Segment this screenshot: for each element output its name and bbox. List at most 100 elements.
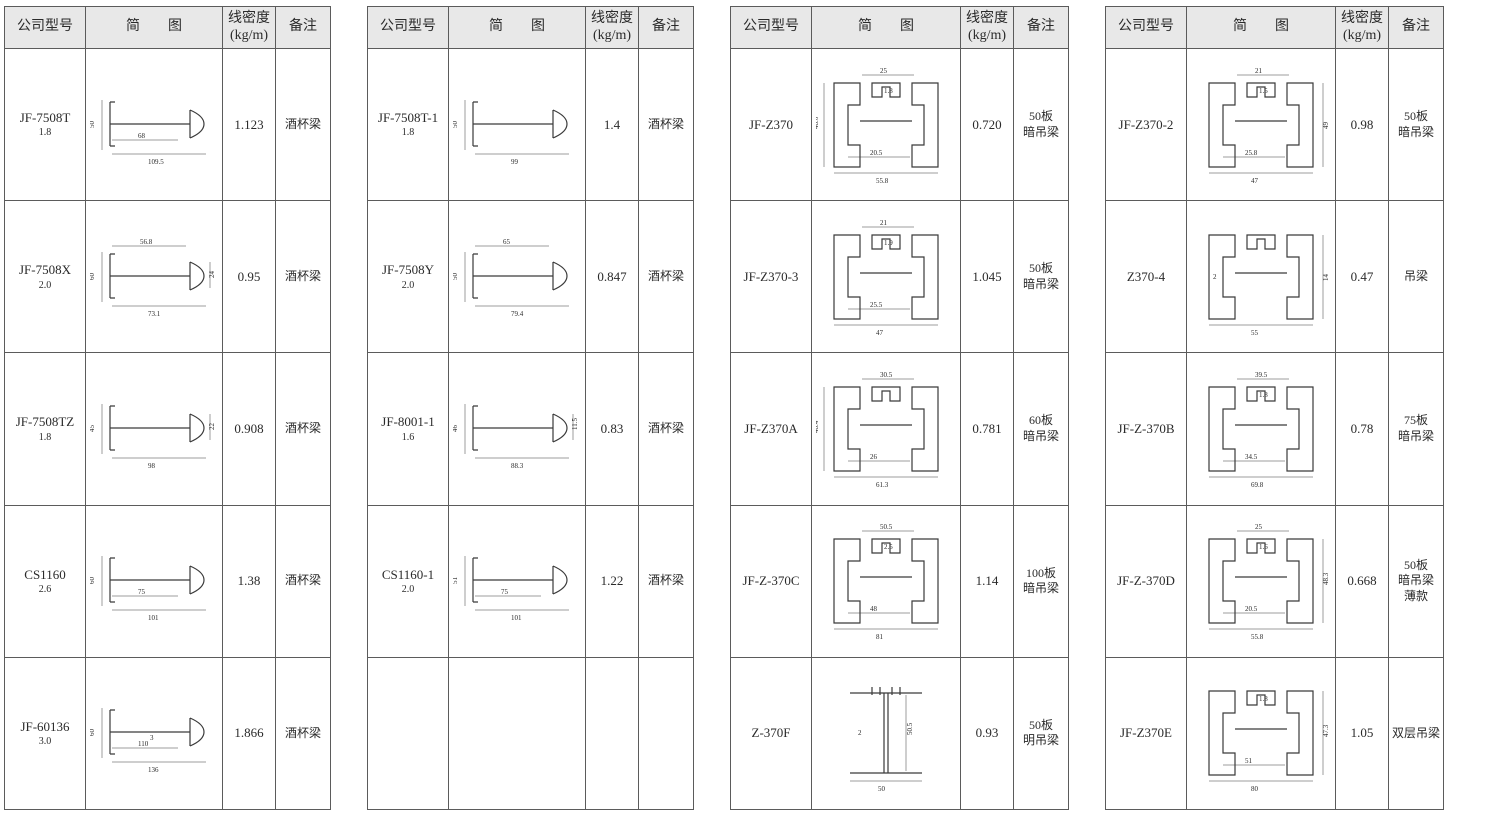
model-cell: JF-Z370 — [731, 49, 812, 201]
svg-text:47.3: 47.3 — [1322, 725, 1330, 738]
svg-text:50: 50 — [90, 120, 96, 128]
svg-text:101: 101 — [511, 614, 522, 622]
density-cell: 1.38 — [223, 505, 276, 657]
note-cell: 50板暗吊梁薄款 — [1389, 505, 1444, 657]
svg-text:99: 99 — [511, 158, 519, 166]
density-cell: 0.668 — [1336, 505, 1389, 657]
svg-text:25: 25 — [1255, 523, 1263, 531]
model-cell: JF-Z370E — [1106, 657, 1187, 809]
sketch-cell: 47.31.85180 — [1187, 657, 1336, 809]
spec-table-0: 公司型号 简 图 线密度 (kg/m) 备注 JF-7508T 1.8 5068… — [4, 6, 331, 810]
density-cell: 0.78 — [1336, 353, 1389, 505]
profile-sketch: 21 1.9 25.5 47 — [812, 217, 960, 337]
density-cell: 0.847 — [586, 201, 639, 353]
note-cell: 酒杯梁 — [276, 201, 331, 353]
profile-sketch: 47.31.85180 — [1187, 673, 1335, 793]
table-row: JF-7508T-1 1.8 5099 1.4 酒杯梁 — [368, 49, 694, 201]
model-cell: Z370-4 — [1106, 201, 1187, 353]
note-cell: 50板暗吊梁 — [1389, 49, 1444, 201]
model-cell: JF-Z370-2 — [1106, 49, 1187, 201]
svg-text:55: 55 — [1251, 329, 1259, 337]
svg-text:47: 47 — [876, 329, 884, 337]
col-header-density: 线密度 (kg/m) — [223, 7, 276, 49]
sketch-cell: 5175101 — [449, 505, 586, 657]
model-cell: JF-7508Y 2.0 — [368, 201, 449, 353]
sketch-cell: 48.430.52661.3 — [812, 353, 961, 505]
note-cell: 双层吊梁 — [1389, 657, 1444, 809]
note-cell: 酒杯梁 — [276, 657, 331, 809]
sketch-cell: 5068109.5 — [86, 49, 223, 201]
model-cell: JF-7508T 1.8 — [5, 49, 86, 201]
model-cell: JF-7508TZ 1.8 — [5, 353, 86, 505]
table-row: JF-Z370-2 49211.525.847 0.98 50板暗吊梁 — [1106, 49, 1444, 201]
col-header-model: 公司型号 — [1106, 7, 1187, 49]
model-cell: JF-8001-1 1.6 — [368, 353, 449, 505]
table-row: JF-Z370 48.6251.820.555.8 0.720 50板暗吊梁 — [731, 49, 1069, 201]
svg-text:50: 50 — [453, 120, 459, 128]
profile-sketch: 48.430.52661.3 — [812, 369, 960, 489]
note-cell: 酒杯梁 — [276, 49, 331, 201]
svg-text:79.4: 79.4 — [511, 310, 524, 318]
profile-sketch: 50 99 — [449, 80, 585, 170]
col-header-sketch: 简 图 — [812, 7, 961, 49]
svg-text:30.5: 30.5 — [880, 371, 893, 379]
model-cell: JF-Z370-3 — [731, 201, 812, 353]
note-cell: 50板明吊梁 — [1014, 657, 1069, 809]
model-cell: Z-370F — [731, 657, 812, 809]
table-row: Z-370F 50.5502 0.93 50板明吊梁 — [731, 657, 1069, 809]
svg-text:39.5: 39.5 — [1255, 371, 1268, 379]
svg-text:3: 3 — [150, 734, 154, 742]
table-row: CS1160 2.6 6075101 1.38 酒杯梁 — [5, 505, 331, 657]
svg-text:81: 81 — [876, 633, 884, 641]
density-cell: 0.908 — [223, 353, 276, 505]
svg-text:1.9: 1.9 — [884, 239, 893, 247]
table-row: JF-Z370-3 211.925.547 1.045 50板暗吊梁 — [731, 201, 1069, 353]
col-header-note: 备注 — [276, 7, 331, 49]
col-header-model: 公司型号 — [731, 7, 812, 49]
svg-text:60: 60 — [90, 729, 96, 737]
svg-text:50.5: 50.5 — [906, 723, 914, 736]
col-header-sketch: 简 图 — [449, 7, 586, 49]
svg-text:21: 21 — [880, 219, 888, 227]
svg-text:25: 25 — [880, 67, 888, 75]
table-row: JF-Z370A 48.430.52661.3 0.781 60板暗吊梁 — [731, 353, 1069, 505]
model-cell: JF-7508T-1 1.8 — [368, 49, 449, 201]
col-header-note: 备注 — [1389, 7, 1444, 49]
svg-text:110: 110 — [138, 740, 149, 748]
density-cell: 0.781 — [961, 353, 1014, 505]
note-cell: 75板暗吊梁 — [1389, 353, 1444, 505]
note-cell — [639, 657, 694, 809]
note-cell: 酒杯梁 — [639, 49, 694, 201]
density-cell — [586, 657, 639, 809]
model-cell: JF-Z-370B — [1106, 353, 1187, 505]
density-cell: 0.95 — [223, 201, 276, 353]
table-row: JF-Z-370D 48.3251.620.555.8 0.668 50板暗吊梁… — [1106, 505, 1444, 657]
svg-text:2: 2 — [1213, 273, 1217, 281]
svg-text:61.3: 61.3 — [876, 481, 889, 489]
model-cell: CS1160 2.6 — [5, 505, 86, 657]
svg-text:48.6: 48.6 — [816, 116, 820, 129]
sketch-cell: 14552 — [1187, 201, 1336, 353]
svg-text:60: 60 — [90, 272, 96, 280]
sketch-cell: 506579.4 — [449, 201, 586, 353]
svg-text:50: 50 — [453, 272, 459, 280]
model-cell — [368, 657, 449, 809]
svg-text:25.5: 25.5 — [870, 301, 883, 309]
svg-text:46: 46 — [453, 425, 459, 433]
note-cell: 100板暗吊梁 — [1014, 505, 1069, 657]
svg-text:51: 51 — [1245, 757, 1253, 765]
svg-text:55.8: 55.8 — [1251, 633, 1264, 641]
svg-text:48: 48 — [870, 605, 878, 613]
col-header-model: 公司型号 — [368, 7, 449, 49]
density-cell: 1.866 — [223, 657, 276, 809]
note-cell: 吊梁 — [1389, 201, 1444, 353]
svg-text:75: 75 — [138, 588, 146, 596]
svg-text:47: 47 — [1251, 177, 1259, 185]
svg-text:48.4: 48.4 — [816, 420, 820, 433]
profile-sketch: 6056.873.124 — [86, 232, 222, 322]
svg-text:1.6: 1.6 — [1259, 543, 1268, 551]
col-header-density: 线密度 (kg/m) — [961, 7, 1014, 49]
profile-sketch: 48.3251.620.555.8 — [1187, 521, 1335, 641]
svg-text:50.5: 50.5 — [880, 523, 893, 531]
svg-text:1.8: 1.8 — [884, 87, 893, 95]
